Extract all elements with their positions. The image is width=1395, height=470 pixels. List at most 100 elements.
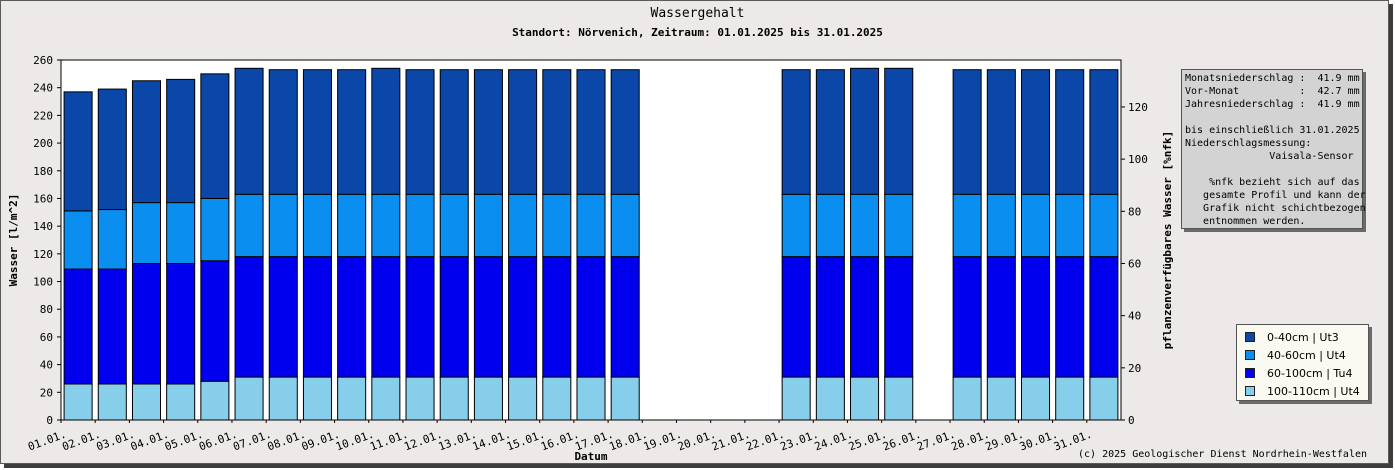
bar-segment bbox=[576, 69, 606, 195]
bar-segment bbox=[576, 376, 606, 421]
y2-tick-label: 80 bbox=[1128, 205, 1141, 218]
info-line: gesamte Profil und kann der bbox=[1185, 190, 1366, 201]
y-tick-label: 80 bbox=[40, 303, 53, 316]
bar-segment bbox=[166, 263, 196, 385]
bar-segment bbox=[97, 88, 127, 211]
bar-segment bbox=[337, 256, 367, 378]
legend-label: 40-60cm | Ut4 bbox=[1267, 348, 1346, 362]
bar-segment bbox=[473, 256, 503, 378]
legend-item: 60-100cm | Tu4 bbox=[1245, 364, 1368, 382]
bar-segment bbox=[337, 193, 367, 258]
bar-segment bbox=[576, 256, 606, 378]
legend-swatch bbox=[1245, 332, 1255, 342]
bar-segment bbox=[815, 193, 845, 258]
chart-title: Wassergehalt bbox=[650, 6, 745, 21]
legend-swatch bbox=[1245, 386, 1255, 396]
bar-segment bbox=[302, 193, 332, 258]
bar-segment bbox=[1021, 256, 1051, 378]
bar-segment bbox=[234, 67, 264, 195]
legend-item: 40-60cm | Ut4 bbox=[1245, 346, 1368, 364]
y-tick-label: 200 bbox=[33, 137, 53, 150]
info-line: Vor-Monat : 42.7 mm bbox=[1185, 86, 1360, 97]
bar-segment bbox=[302, 256, 332, 378]
bar-segment bbox=[166, 78, 196, 204]
legend-label: 0-40cm | Ut3 bbox=[1267, 330, 1339, 344]
bar-segment bbox=[97, 209, 127, 270]
bar-segment bbox=[1089, 193, 1119, 258]
y-tick-label: 240 bbox=[33, 82, 53, 95]
info-line: Monatsniederschlag : 41.9 mm bbox=[1185, 73, 1360, 84]
bar-segment bbox=[63, 210, 93, 270]
bar-segment bbox=[302, 69, 332, 195]
bar-segment bbox=[986, 69, 1016, 195]
bar-segment bbox=[371, 193, 401, 258]
info-line: Grafik nicht schichtbezogen bbox=[1185, 203, 1366, 214]
y-tick-label: 20 bbox=[40, 386, 53, 399]
bar-segment bbox=[268, 376, 298, 421]
chart-subtitle: Standort: Nörvenich, Zeitraum: 01.01.202… bbox=[512, 26, 883, 39]
info-line: bis einschließlich 31.01.2025 bbox=[1185, 125, 1360, 136]
bar-segment bbox=[850, 256, 880, 378]
info-line: %nfk bezieht sich auf das bbox=[1185, 177, 1360, 188]
info-line: entnommen werden. bbox=[1185, 216, 1306, 227]
bar-segment bbox=[986, 193, 1016, 258]
bar-segment bbox=[131, 202, 162, 265]
bar-segment bbox=[1021, 376, 1051, 421]
y2-tick-label: 100 bbox=[1128, 153, 1148, 166]
bar-segment bbox=[1089, 376, 1119, 421]
bar-segment bbox=[850, 67, 880, 195]
bar-segment bbox=[884, 193, 914, 258]
y-tick-label: 220 bbox=[33, 109, 53, 122]
bar-segment bbox=[815, 376, 845, 421]
bar-segment bbox=[610, 69, 640, 195]
bar-segment bbox=[63, 383, 93, 421]
info-line bbox=[1185, 111, 1359, 124]
bar-segment bbox=[986, 376, 1016, 421]
bar-segment bbox=[200, 73, 230, 199]
info-line: Vaisala-Sensor bbox=[1185, 151, 1354, 162]
bar-segment bbox=[268, 69, 298, 195]
bar-segment bbox=[166, 383, 196, 421]
bar-segment bbox=[439, 69, 469, 195]
bar-segment bbox=[781, 69, 811, 195]
bar-segment bbox=[234, 376, 264, 421]
bar-segment bbox=[542, 69, 572, 195]
bar-segment bbox=[850, 193, 880, 258]
bar-segment bbox=[405, 69, 435, 195]
bar-segment bbox=[371, 376, 401, 421]
bar-segment bbox=[473, 69, 503, 195]
bar-segment bbox=[200, 260, 230, 382]
bar-segment bbox=[439, 193, 469, 258]
x-axis-label: Datum bbox=[574, 450, 607, 463]
legend-swatch bbox=[1245, 350, 1255, 360]
bar-segment bbox=[439, 256, 469, 378]
y2-tick-label: 0 bbox=[1128, 414, 1135, 427]
y-tick-label: 160 bbox=[33, 192, 53, 205]
y-axis-label: Wasser [l/m^2] bbox=[7, 194, 20, 287]
y-tick-label: 180 bbox=[33, 165, 53, 178]
bar-segment bbox=[1055, 256, 1085, 378]
bar-segment bbox=[952, 69, 982, 195]
bar-segment bbox=[439, 376, 469, 421]
bar-segment bbox=[405, 376, 435, 421]
bar-segment bbox=[371, 256, 401, 378]
bar-segment bbox=[405, 256, 435, 378]
bar-segment bbox=[63, 91, 93, 212]
bar-segment bbox=[97, 383, 127, 421]
info-line: Niederschlagsmessung: bbox=[1185, 138, 1312, 149]
bar-segment bbox=[542, 256, 572, 378]
bar-segment bbox=[850, 376, 880, 421]
bar-segment bbox=[508, 376, 538, 421]
bar-segment bbox=[952, 376, 982, 421]
copyright-text: (c) 2025 Geologischer Dienst Nordrhein-W… bbox=[1078, 449, 1367, 460]
bar-segment bbox=[781, 376, 811, 421]
legend-item: 0-40cm | Ut3 bbox=[1245, 328, 1368, 346]
bar-segment bbox=[986, 256, 1016, 378]
bar-segment bbox=[781, 193, 811, 258]
bar-segment bbox=[302, 376, 332, 421]
bar-segment bbox=[884, 376, 914, 421]
bar-segment bbox=[884, 256, 914, 378]
legend-label: 60-100cm | Tu4 bbox=[1267, 366, 1353, 380]
y2-axis-label: pflanzenverfügbares Wasser [%nfk] bbox=[1161, 131, 1174, 350]
